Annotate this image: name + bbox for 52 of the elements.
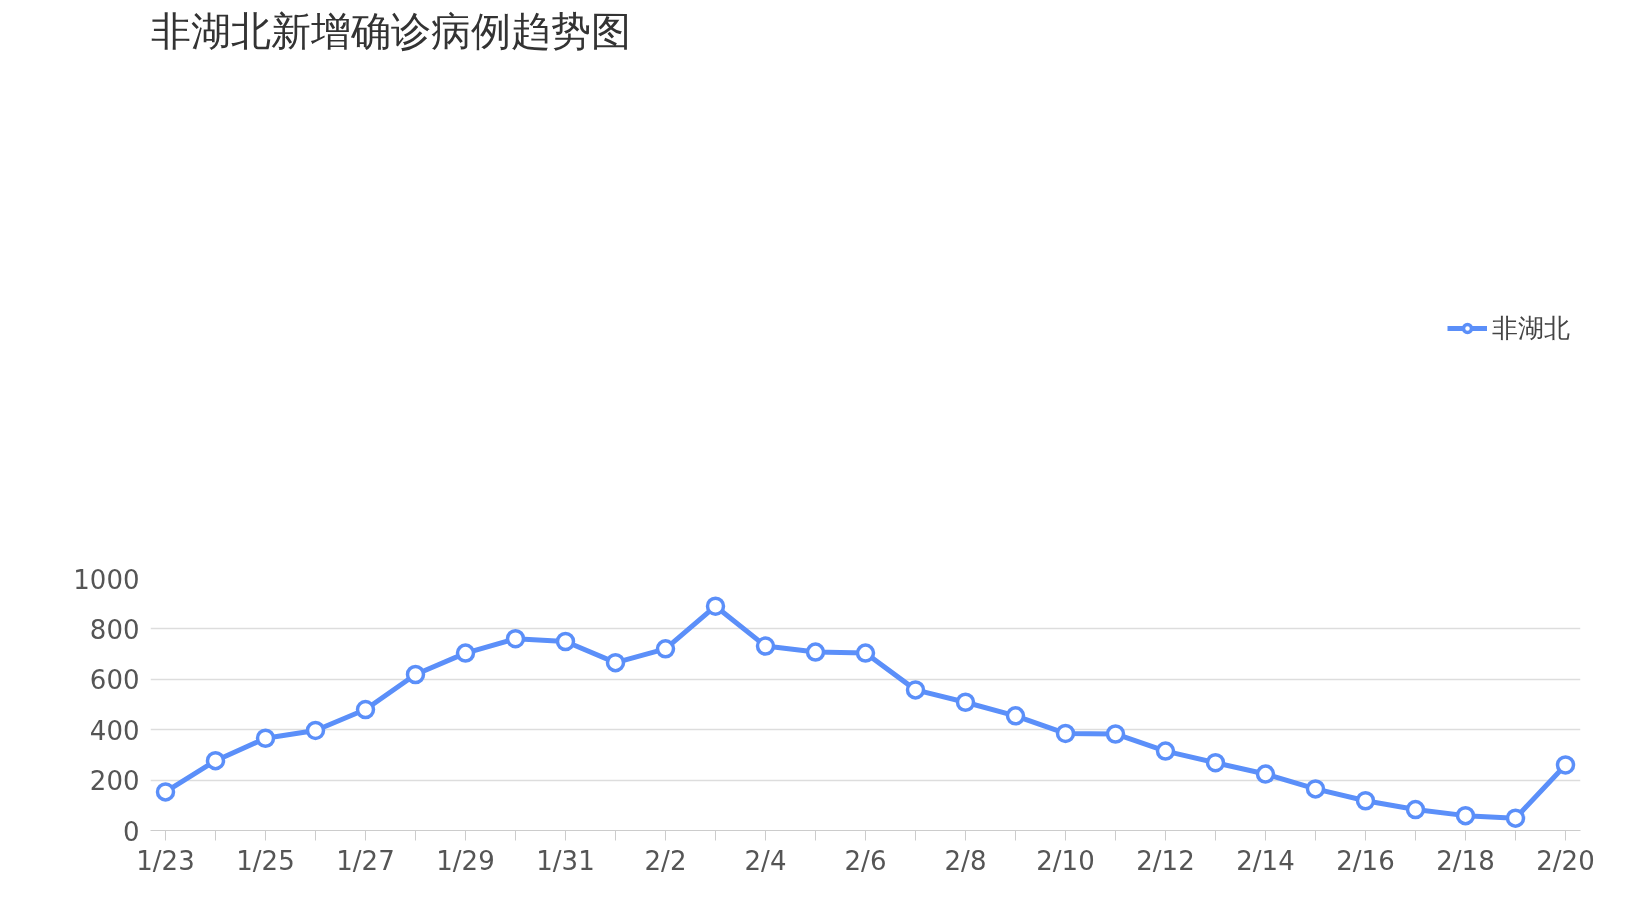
- point: [1505, 808, 1526, 828]
- x-tick-label: 2/8: [944, 845, 987, 876]
- y-tick-label: 1000: [73, 564, 140, 595]
- x-tick-label: 2/10: [1036, 845, 1095, 876]
- x-tick-label: 1/25: [236, 845, 295, 876]
- point: [255, 728, 276, 748]
- point: [1255, 764, 1276, 784]
- point: [1555, 755, 1576, 775]
- point: [1405, 799, 1426, 820]
- x-tick-label: 2/16: [1336, 845, 1395, 876]
- point: [405, 664, 426, 685]
- x-tick-label: 2/12: [1136, 845, 1195, 876]
- point: [455, 643, 476, 663]
- y-tick-label: 800: [89, 614, 140, 645]
- point: [1005, 706, 1026, 726]
- point: [1355, 791, 1376, 811]
- point: [505, 628, 526, 649]
- y-tick-label: 400: [89, 715, 140, 746]
- y-tick-label: 200: [89, 766, 140, 797]
- point: [155, 782, 176, 802]
- point: [705, 596, 726, 616]
- x-tick-label: 2/14: [1236, 845, 1295, 876]
- x-tick-label: 2/6: [844, 845, 887, 876]
- point: [1205, 752, 1226, 773]
- point: [655, 639, 676, 659]
- point: [805, 642, 826, 662]
- x-tick-label: 1/29: [436, 845, 495, 876]
- point: [1105, 724, 1126, 744]
- legend-label: 非湖北: [1492, 311, 1570, 345]
- point: [755, 636, 776, 656]
- point: [305, 720, 326, 741]
- x-tick-label: 2/2: [644, 845, 687, 876]
- x-tick-label: 1/23: [136, 845, 195, 876]
- point: [1155, 741, 1176, 761]
- point: [855, 643, 876, 663]
- point: [1455, 805, 1476, 826]
- x-tick-label: 1/27: [336, 845, 395, 876]
- y-tick-label: 600: [89, 665, 140, 696]
- y-tick-label: 0: [122, 816, 140, 847]
- point: [1305, 779, 1326, 799]
- point: [1055, 723, 1076, 744]
- point: [355, 699, 376, 720]
- point: [555, 631, 576, 652]
- point: [905, 680, 926, 700]
- x-tick-label: 2/18: [1436, 845, 1495, 876]
- x-tick-label: 2/20: [1536, 845, 1595, 876]
- point: [955, 692, 976, 712]
- point: [205, 750, 226, 771]
- chart-title: 非湖北新增确诊病例趋势图: [150, 7, 631, 54]
- x-tick-label: 1/31: [536, 845, 595, 876]
- x-tick-label: 2/4: [744, 845, 787, 876]
- point: [605, 652, 626, 673]
